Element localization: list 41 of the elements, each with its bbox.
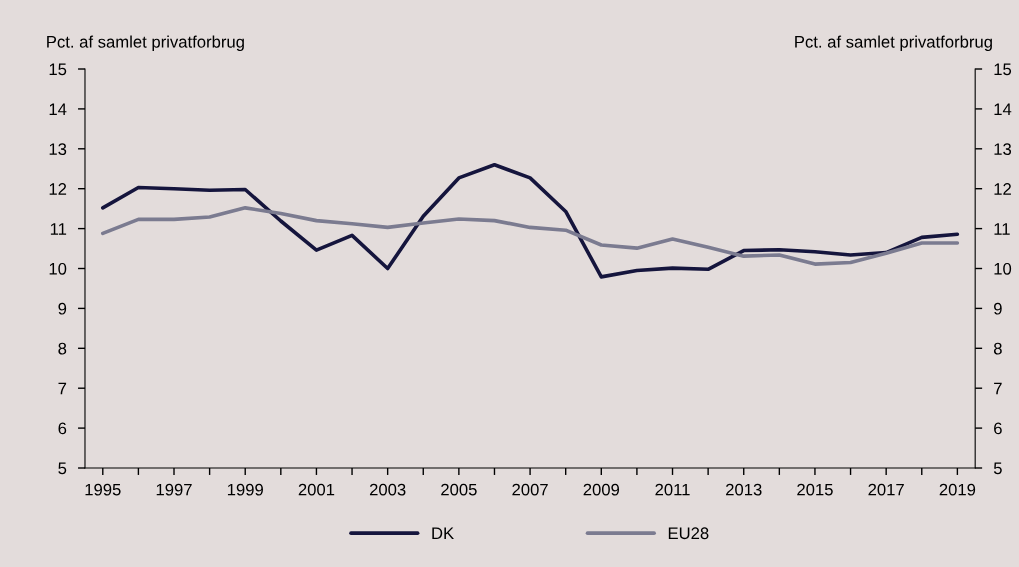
y-tick-label: 6	[58, 422, 67, 435]
y2-tick-label: 14	[994, 103, 1012, 115]
y-tick-label: 9	[58, 302, 67, 315]
y2-tick-label: 15	[994, 63, 1012, 76]
y-tick-label: 13	[49, 143, 67, 156]
x-tick-label: 1999	[227, 483, 263, 496]
y-axis-title: Pct. af samlet privatforbrug	[47, 35, 244, 52]
x-tick-label: 2011	[655, 483, 690, 496]
x-tick-label: 2017	[868, 483, 904, 496]
x-tick-label: 2007	[512, 483, 548, 496]
y2-tick-label: 5	[993, 462, 1002, 475]
y2-axis-title: Pct. af samlet privatforbrug	[795, 35, 992, 52]
line-series	[100, 206, 960, 266]
y-tick-label: 8	[58, 342, 67, 355]
y-tick-label: 10	[49, 262, 67, 275]
legend-label: DK	[432, 527, 454, 539]
y2-tick-label: 11	[994, 223, 1010, 235]
y2-tick-label: 13	[994, 143, 1012, 156]
y-tick-label: 14	[49, 103, 67, 115]
x-tick-label: 2009	[583, 483, 620, 496]
y-tick-label: 5	[58, 462, 67, 475]
x-tick-label: 1997	[156, 483, 192, 496]
x-tick-label: 2003	[369, 483, 406, 496]
y-tick-label: 12	[49, 183, 67, 195]
legend-label: EU28	[668, 527, 709, 540]
x-tick-label: 2019	[939, 483, 976, 496]
x-tick-label: 2015	[797, 483, 833, 496]
y2-tick-label: 7	[994, 382, 1002, 395]
y-tick-label: 11	[50, 223, 67, 235]
y-tick-label: 15	[49, 63, 67, 76]
x-tick-label: 2001	[298, 483, 335, 496]
x-tick-label: 2013	[726, 483, 762, 496]
y2-tick-label: 8	[993, 342, 1002, 355]
x-tick-label: 2005	[441, 483, 477, 496]
y-tick-label: 7	[58, 382, 67, 395]
y2-tick-label: 10	[994, 262, 1012, 275]
y2-tick-label: 6	[994, 422, 1002, 435]
y2-tick-label: 12	[994, 183, 1011, 195]
x-tick-label: 1995	[85, 483, 121, 496]
y2-tick-label: 9	[994, 302, 1002, 315]
line-series	[100, 162, 960, 279]
